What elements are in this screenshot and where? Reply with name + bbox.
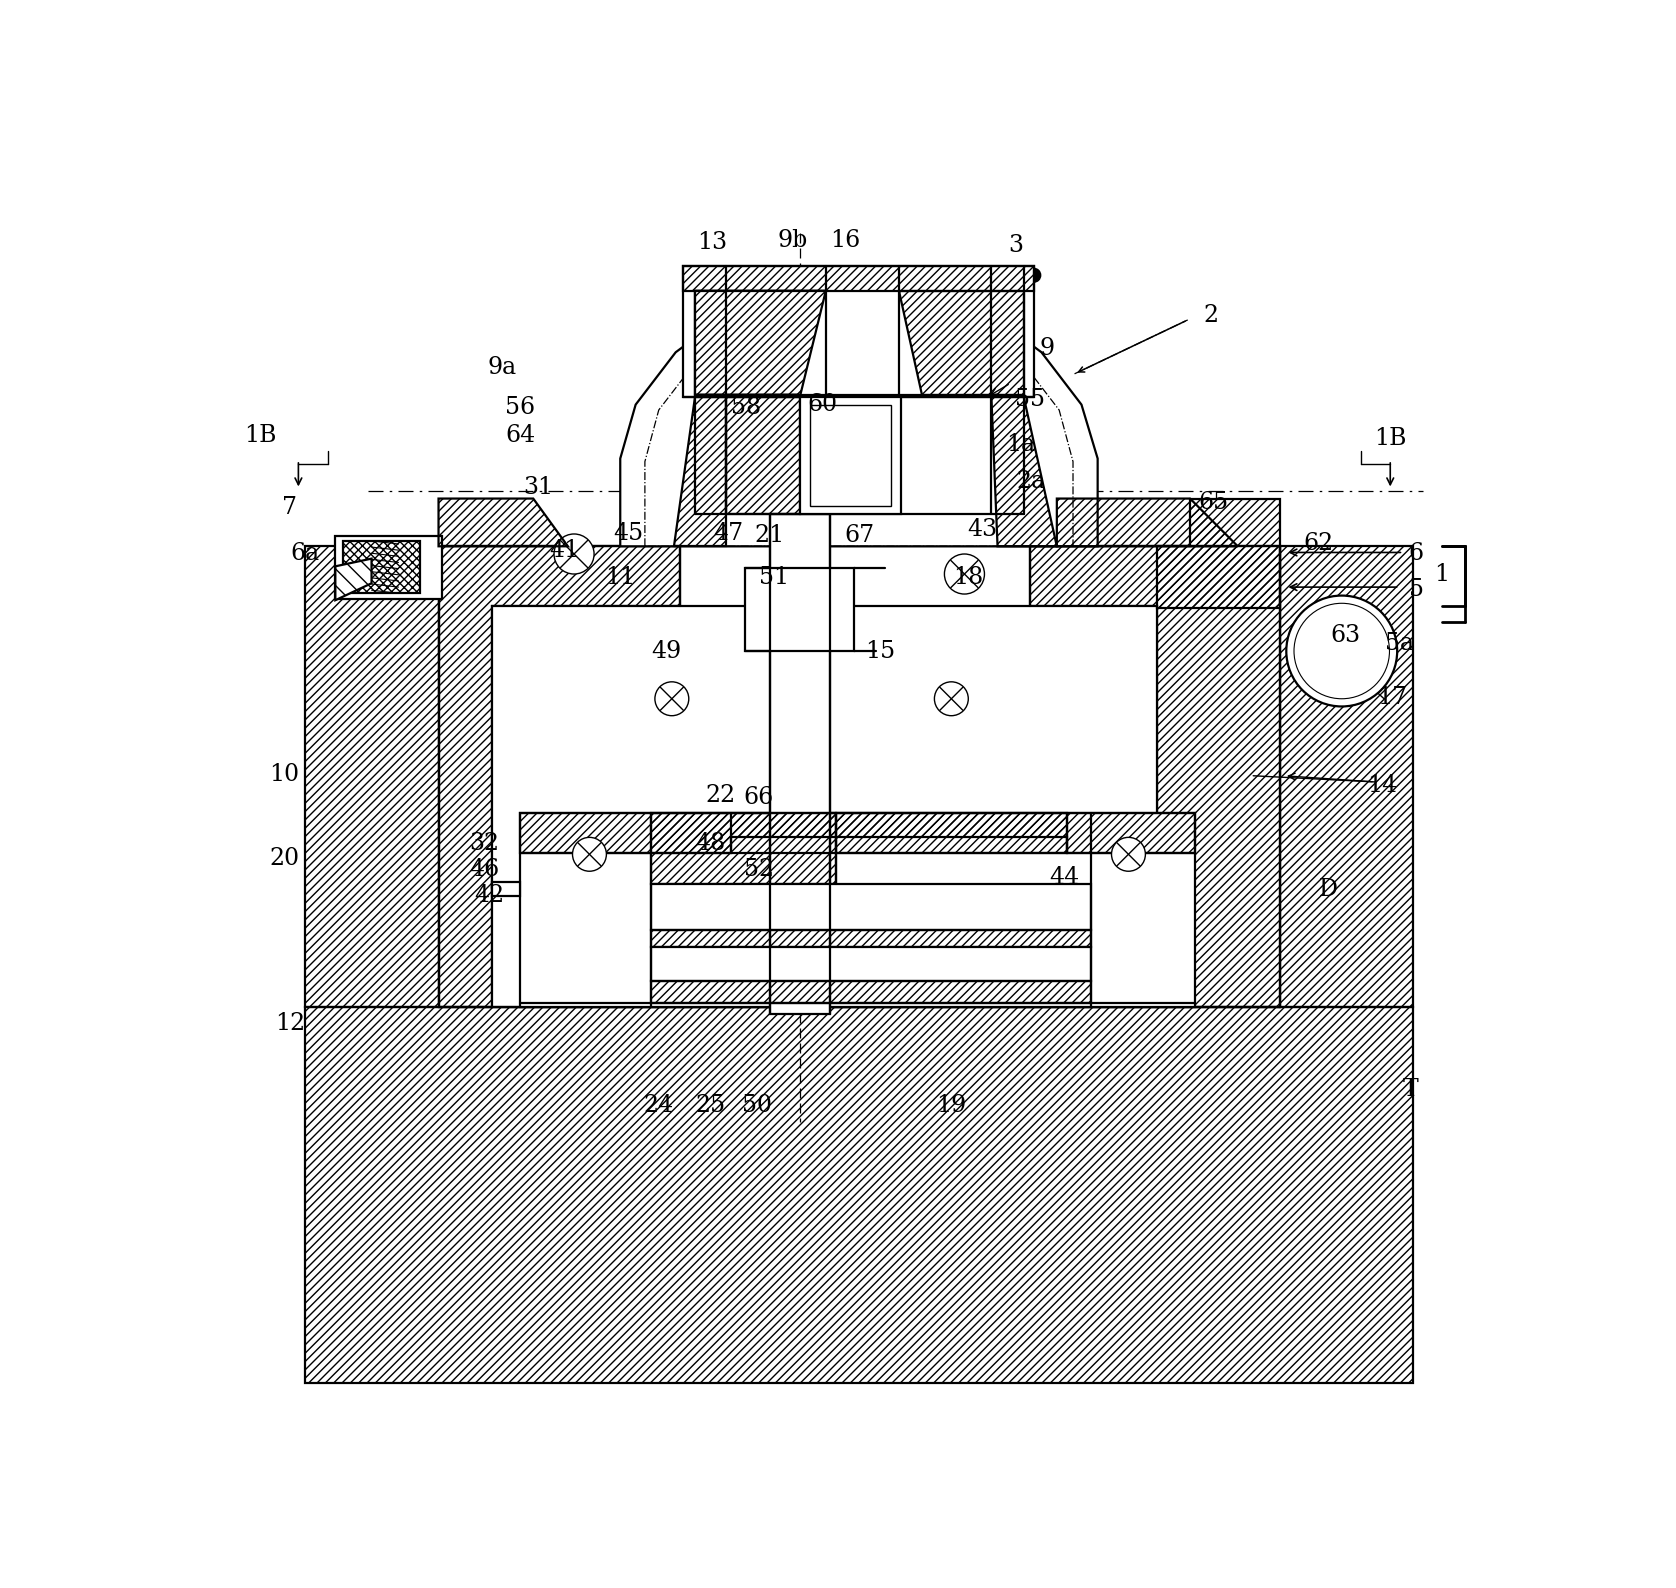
Text: 15: 15 [865, 640, 895, 662]
Circle shape [1285, 596, 1398, 707]
Bar [344, 542, 421, 594]
Text: 10: 10 [270, 762, 300, 786]
Text: 46: 46 [469, 858, 499, 881]
Text: 60: 60 [806, 394, 836, 416]
Text: 9b: 9b [778, 229, 808, 252]
Text: 19: 19 [937, 1094, 967, 1116]
Polygon shape [335, 559, 372, 600]
Text: 1B: 1B [243, 424, 277, 446]
Text: 20: 20 [270, 848, 300, 870]
Text: 17: 17 [1376, 686, 1406, 708]
Text: 7: 7 [282, 497, 297, 519]
Text: 14: 14 [1368, 773, 1398, 797]
Bar [650, 946, 1091, 981]
Circle shape [1294, 603, 1389, 699]
Text: 62: 62 [1304, 532, 1334, 554]
Text: 13: 13 [697, 232, 727, 254]
Bar [493, 607, 1156, 1007]
Text: 31: 31 [523, 475, 553, 499]
Text: 51: 51 [759, 565, 789, 589]
Text: 12: 12 [275, 1012, 305, 1035]
Text: 56: 56 [504, 395, 535, 419]
Text: 55: 55 [1016, 389, 1044, 411]
Text: 52: 52 [744, 858, 774, 881]
Text: 43: 43 [967, 518, 997, 542]
Text: 48: 48 [696, 832, 726, 854]
Text: 64: 64 [504, 424, 535, 446]
Bar [335, 535, 441, 599]
Bar [684, 267, 1034, 291]
Text: 1B: 1B [1374, 427, 1406, 449]
Circle shape [935, 681, 969, 716]
Text: 22: 22 [706, 783, 736, 807]
Text: 63: 63 [1331, 624, 1361, 648]
Bar [769, 515, 830, 1015]
Bar [650, 929, 1091, 946]
Bar [684, 267, 1034, 397]
Circle shape [555, 534, 593, 573]
Text: 49: 49 [652, 640, 682, 662]
Text: 9a: 9a [488, 356, 516, 380]
Text: 45: 45 [613, 522, 644, 545]
Text: 2a: 2a [1017, 470, 1046, 494]
Text: 1a: 1a [1006, 434, 1036, 456]
Text: 47: 47 [712, 522, 742, 545]
Text: 50: 50 [741, 1094, 771, 1116]
Circle shape [1111, 837, 1145, 872]
Text: 65: 65 [1198, 491, 1229, 515]
Text: 2: 2 [1203, 303, 1218, 327]
Circle shape [944, 554, 984, 594]
Text: 1: 1 [1435, 562, 1450, 586]
Bar [746, 569, 855, 651]
Text: 25: 25 [696, 1094, 726, 1116]
Bar [493, 881, 520, 896]
Text: 5: 5 [1410, 578, 1425, 600]
Text: 24: 24 [644, 1094, 674, 1116]
Bar [439, 546, 1280, 1007]
Text: 67: 67 [845, 524, 873, 546]
Text: T: T [1403, 1078, 1420, 1102]
Circle shape [655, 681, 689, 716]
Text: 11: 11 [605, 565, 635, 589]
Bar [801, 397, 900, 515]
Bar [439, 546, 1280, 1007]
Bar [650, 883, 1091, 929]
Text: D: D [1319, 878, 1337, 902]
Text: 58: 58 [731, 395, 761, 419]
Bar [811, 405, 892, 507]
Text: 44: 44 [1049, 865, 1079, 889]
Text: 9: 9 [1039, 337, 1054, 360]
Text: 42: 42 [474, 883, 504, 907]
Bar [650, 981, 1091, 1004]
Circle shape [573, 837, 607, 872]
Text: 3: 3 [1009, 235, 1024, 257]
Text: 6: 6 [1410, 543, 1425, 565]
Polygon shape [620, 281, 1098, 546]
Text: 18: 18 [954, 565, 984, 589]
Text: 66: 66 [744, 786, 774, 808]
Bar [520, 813, 1195, 1007]
Text: 6a: 6a [290, 543, 318, 565]
Text: 41: 41 [550, 540, 580, 562]
Text: 5a: 5a [1384, 632, 1415, 654]
Circle shape [1027, 268, 1041, 283]
Text: 16: 16 [830, 229, 860, 252]
Text: 21: 21 [754, 524, 784, 546]
Text: 32: 32 [469, 832, 499, 854]
